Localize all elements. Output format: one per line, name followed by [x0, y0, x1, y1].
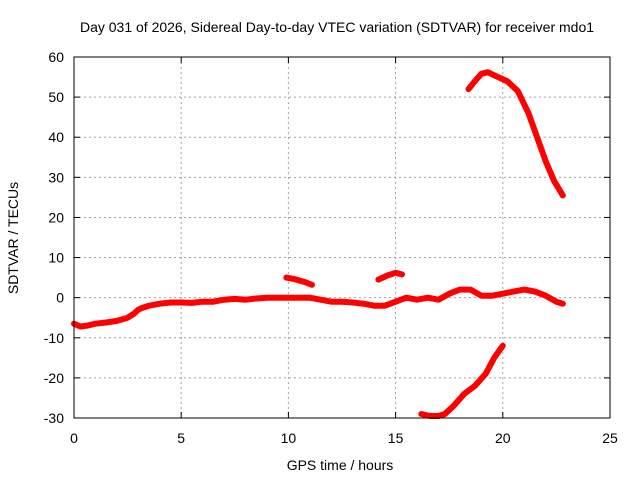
x-axis-title: GPS time / hours — [287, 457, 394, 473]
y-tick-label: 0 — [56, 290, 64, 306]
series-line-segment-4 — [465, 69, 566, 199]
y-tick-label: 20 — [48, 209, 64, 225]
series-layer — [71, 69, 566, 419]
y-tick-label: 60 — [48, 49, 64, 65]
y-tick-label: -30 — [44, 410, 64, 426]
y-tick-label: 40 — [48, 129, 64, 145]
x-tick-label: 20 — [495, 430, 511, 446]
tick-layer: 0 5 10 15 20 25 -30 -20 -10 0 10 20 30 40 50 60 — [44, 49, 618, 446]
y-tick-label: -20 — [44, 370, 64, 386]
series-line-main — [71, 286, 566, 330]
x-tick-label: 5 — [177, 430, 185, 446]
x-tick-label: 15 — [388, 430, 404, 446]
plot-frame — [73, 56, 611, 419]
series-line-segment-3 — [375, 269, 405, 283]
series-line-segment-2 — [283, 274, 315, 288]
y-tick-label: -10 — [44, 330, 64, 346]
x-tick-label: 10 — [281, 430, 297, 446]
series-line-segment-5 — [418, 342, 506, 419]
y-axis-title: SDTVAR / TECUs — [5, 182, 21, 294]
y-tick-label: 50 — [48, 89, 64, 105]
y-tick-label: 30 — [48, 169, 64, 185]
x-tick-label: 0 — [70, 430, 78, 446]
chart-title: Day 031 of 2026, Sidereal Day-to-day VTE… — [80, 19, 594, 35]
x-tick-label: 25 — [602, 430, 618, 446]
y-tick-label: 10 — [48, 250, 64, 266]
